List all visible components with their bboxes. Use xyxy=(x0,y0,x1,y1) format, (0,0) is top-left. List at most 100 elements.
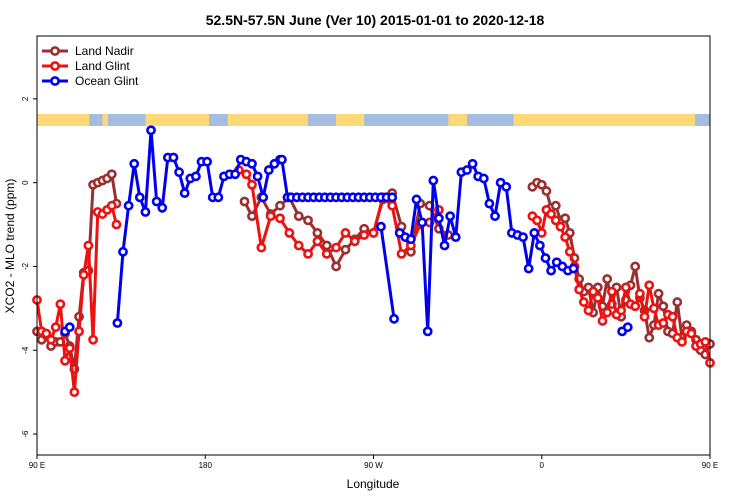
data-point-land-glint xyxy=(686,328,697,339)
data-point-land-glint xyxy=(667,311,678,322)
data-point-ocean-glint xyxy=(523,263,534,274)
y-tick-label: -4 xyxy=(21,346,30,354)
data-point-land-glint xyxy=(644,280,655,291)
ocean-strip-segment xyxy=(108,114,146,126)
data-point-land-glint xyxy=(78,269,89,280)
x-tick-label: 180 xyxy=(199,461,213,470)
data-point-land-glint xyxy=(275,213,285,224)
data-point-land-nadir xyxy=(106,169,117,180)
data-point-land-glint xyxy=(555,221,566,232)
data-point-ocean-glint xyxy=(276,154,287,165)
data-point-land-glint xyxy=(677,336,687,347)
data-point-land-nadir xyxy=(653,288,664,299)
data-point-land-glint xyxy=(41,328,52,339)
data-point-land-glint xyxy=(602,307,613,318)
data-point-land-glint xyxy=(658,318,669,328)
plot-frame xyxy=(36,35,711,456)
data-point-ocean-glint xyxy=(129,158,140,169)
series-ocean-glint xyxy=(60,125,633,337)
data-point-land-glint xyxy=(106,200,117,211)
data-point-land-glint xyxy=(88,334,98,345)
axes: 90 E 180 90 W 0 90 E -6 -4 -2 0 2 xyxy=(21,96,718,470)
data-point-land-glint xyxy=(50,322,61,333)
data-point-land-glint xyxy=(574,284,585,295)
data-point-land-glint xyxy=(321,248,332,259)
land-ocean-strip xyxy=(37,114,710,126)
data-point-land-glint xyxy=(368,228,379,238)
legend-label: Land Glint xyxy=(75,59,130,73)
data-point-land-glint xyxy=(630,301,641,312)
data-point-land-glint xyxy=(83,240,94,251)
legend-marker xyxy=(50,76,60,86)
data-point-ocean-glint xyxy=(118,246,128,257)
data-point-ocean-glint xyxy=(501,181,512,192)
y-tick-label: -2 xyxy=(21,262,30,270)
x-tick-label: 90 W xyxy=(364,461,383,470)
data-point-ocean-glint xyxy=(484,198,495,209)
data-point-land-nadir xyxy=(239,196,250,207)
data-point-land-glint xyxy=(560,232,571,243)
data-point-land-nadir xyxy=(658,301,669,312)
data-point-ocean-glint xyxy=(417,217,428,228)
data-point-land-glint xyxy=(634,288,645,299)
data-point-land-glint xyxy=(293,240,304,251)
x-tick-label: 0 xyxy=(540,461,545,470)
data-point-land-glint xyxy=(46,334,56,345)
data-point-ocean-glint xyxy=(112,318,123,328)
data-point-land-glint xyxy=(241,169,252,180)
data-point-land-glint xyxy=(536,228,547,238)
data-point-land-glint xyxy=(592,292,603,303)
data-point-ocean-glint xyxy=(387,192,398,203)
data-point-ocean-glint xyxy=(146,125,156,136)
data-point-land-nadir xyxy=(602,274,613,284)
data-point-land-glint xyxy=(256,242,267,253)
data-point-ocean-glint xyxy=(230,169,241,180)
data-point-land-glint xyxy=(583,305,594,316)
ocean-strip-segment xyxy=(89,114,103,126)
data-point-ocean-glint xyxy=(389,313,399,324)
data-point-ocean-glint xyxy=(123,200,134,211)
chart-title: 52.5N-57.5N June (Ver 10) 2015-01-01 to … xyxy=(206,12,545,28)
y-tick-label: -6 xyxy=(21,430,30,438)
data-point-ocean-glint xyxy=(534,240,545,251)
data-point-ocean-glint xyxy=(157,202,168,213)
data-point-ocean-glint xyxy=(478,173,489,184)
data-point-land-glint xyxy=(578,297,589,307)
data-point-ocean-glint xyxy=(622,322,633,333)
data-point-ocean-glint xyxy=(140,207,151,217)
data-point-land-glint xyxy=(700,336,711,347)
legend-marker xyxy=(50,61,60,71)
data-point-ocean-glint xyxy=(428,175,439,186)
data-point-land-glint xyxy=(616,305,627,316)
series-lines xyxy=(32,125,715,398)
data-point-land-nadir xyxy=(644,332,655,343)
data-point-land-glint xyxy=(340,228,351,238)
data-point-land-glint xyxy=(265,211,276,222)
x-tick-label: 90 E xyxy=(29,461,45,470)
y-axis-title: XCO2 - MLO trend (ppm) xyxy=(3,179,17,314)
data-point-land-nadir xyxy=(630,261,641,272)
y-tick-label: 2 xyxy=(21,96,30,101)
data-point-ocean-glint xyxy=(376,221,386,232)
data-point-land-nadir xyxy=(312,228,323,238)
data-point-land-glint xyxy=(550,215,561,226)
data-point-land-glint xyxy=(387,200,398,211)
data-point-ocean-glint xyxy=(518,232,528,243)
data-point-land-nadir xyxy=(331,261,342,272)
data-point-ocean-glint xyxy=(529,228,540,238)
data-point-land-glint xyxy=(55,299,66,310)
data-point-ocean-glint xyxy=(434,213,444,224)
data-point-ocean-glint xyxy=(174,167,184,178)
data-point-ocean-glint xyxy=(422,326,433,337)
data-point-ocean-glint xyxy=(405,234,416,245)
data-point-ocean-glint xyxy=(168,152,179,163)
data-point-ocean-glint xyxy=(546,265,556,276)
data-point-land-glint xyxy=(349,236,360,247)
data-point-ocean-glint xyxy=(191,171,201,182)
data-point-land-nadir xyxy=(541,186,552,196)
data-point-land-glint xyxy=(312,236,323,247)
data-point-ocean-glint xyxy=(462,165,472,175)
data-point-ocean-glint xyxy=(258,192,269,203)
ocean-strip-segment xyxy=(308,114,337,126)
